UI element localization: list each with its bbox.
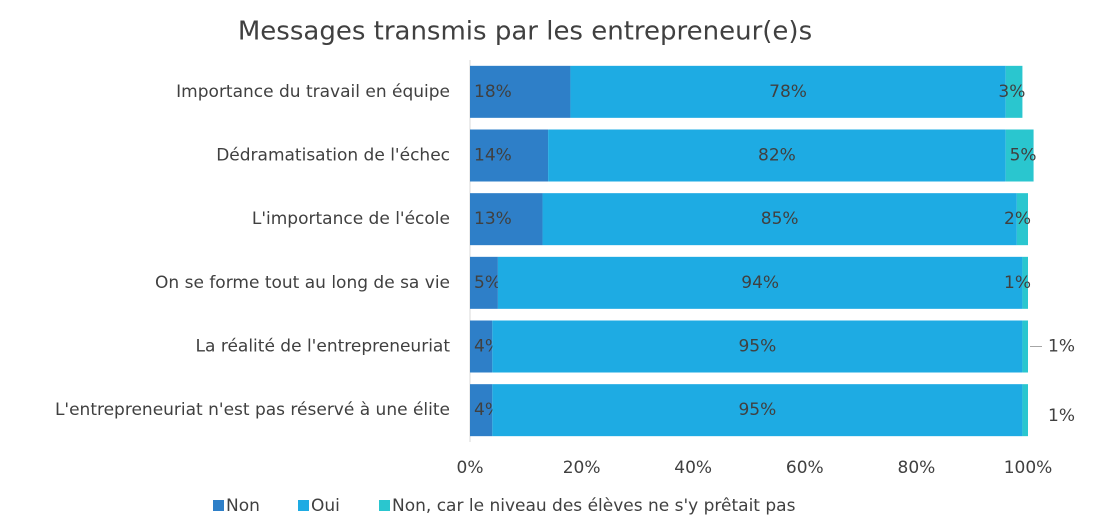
bar-segment bbox=[1005, 65, 1023, 118]
value-label: 95% bbox=[738, 400, 776, 420]
value-label: 82% bbox=[758, 146, 796, 166]
legend-label: Oui bbox=[311, 496, 340, 516]
value-label: 85% bbox=[761, 209, 799, 229]
bar-segment bbox=[542, 193, 1017, 246]
bar-segment bbox=[470, 256, 498, 309]
x-tick-label: 60% bbox=[786, 458, 824, 478]
legend-label: Non bbox=[226, 496, 260, 516]
x-tick-label: 20% bbox=[563, 458, 601, 478]
bar-segment bbox=[492, 384, 1023, 437]
bar-segment bbox=[470, 320, 493, 373]
bar-segment bbox=[570, 65, 1006, 118]
bar-segment bbox=[1022, 384, 1028, 437]
x-tick-label: 0% bbox=[457, 458, 484, 478]
bar-segment bbox=[1022, 320, 1028, 373]
chart-title: Messages transmis par les entrepreneur(e… bbox=[238, 17, 812, 47]
x-tick-label: 40% bbox=[674, 458, 712, 478]
bar-segment bbox=[470, 384, 493, 437]
value-label: 78% bbox=[769, 82, 807, 102]
category-label: La réalité de l'entrepreneuriat bbox=[196, 337, 451, 357]
category-label: L'importance de l'école bbox=[252, 209, 450, 229]
legend-swatch bbox=[379, 500, 390, 511]
bar-segment bbox=[497, 256, 1023, 309]
category-label: L'entrepreneuriat n'est pas réservé à un… bbox=[55, 400, 450, 420]
value-label: 18% bbox=[474, 82, 512, 102]
value-label: 14% bbox=[474, 146, 512, 166]
legend-swatch bbox=[213, 500, 224, 511]
bar-segment bbox=[470, 129, 549, 182]
bar-segment bbox=[1016, 193, 1028, 246]
value-label: 3% bbox=[998, 82, 1025, 102]
value-label: 5% bbox=[474, 273, 501, 293]
value-label: 13% bbox=[474, 209, 512, 229]
legend-swatch bbox=[298, 500, 309, 511]
value-label: 5% bbox=[1010, 146, 1037, 166]
category-label: Dédramatisation de l'échec bbox=[216, 146, 450, 166]
value-label: 94% bbox=[741, 273, 779, 293]
value-label: 1% bbox=[1004, 273, 1031, 293]
x-tick-label: 100% bbox=[1004, 458, 1053, 478]
value-label: 1% bbox=[1048, 406, 1075, 426]
bar-segment bbox=[492, 320, 1023, 373]
value-label: 1% bbox=[1048, 337, 1075, 357]
x-tick-label: 80% bbox=[898, 458, 936, 478]
value-label: 2% bbox=[1004, 209, 1031, 229]
bar-segment bbox=[470, 193, 543, 246]
bar-segment bbox=[548, 129, 1006, 182]
category-label: On se forme tout au long de sa vie bbox=[155, 273, 450, 293]
bar-segment bbox=[1005, 129, 1034, 182]
bar-segment bbox=[470, 65, 571, 118]
legend-label: Non, car le niveau des élèves ne s'y prê… bbox=[392, 496, 796, 516]
value-label: 95% bbox=[738, 337, 776, 357]
bar-segment bbox=[1022, 256, 1028, 309]
category-label: Importance du travail en équipe bbox=[176, 82, 450, 102]
